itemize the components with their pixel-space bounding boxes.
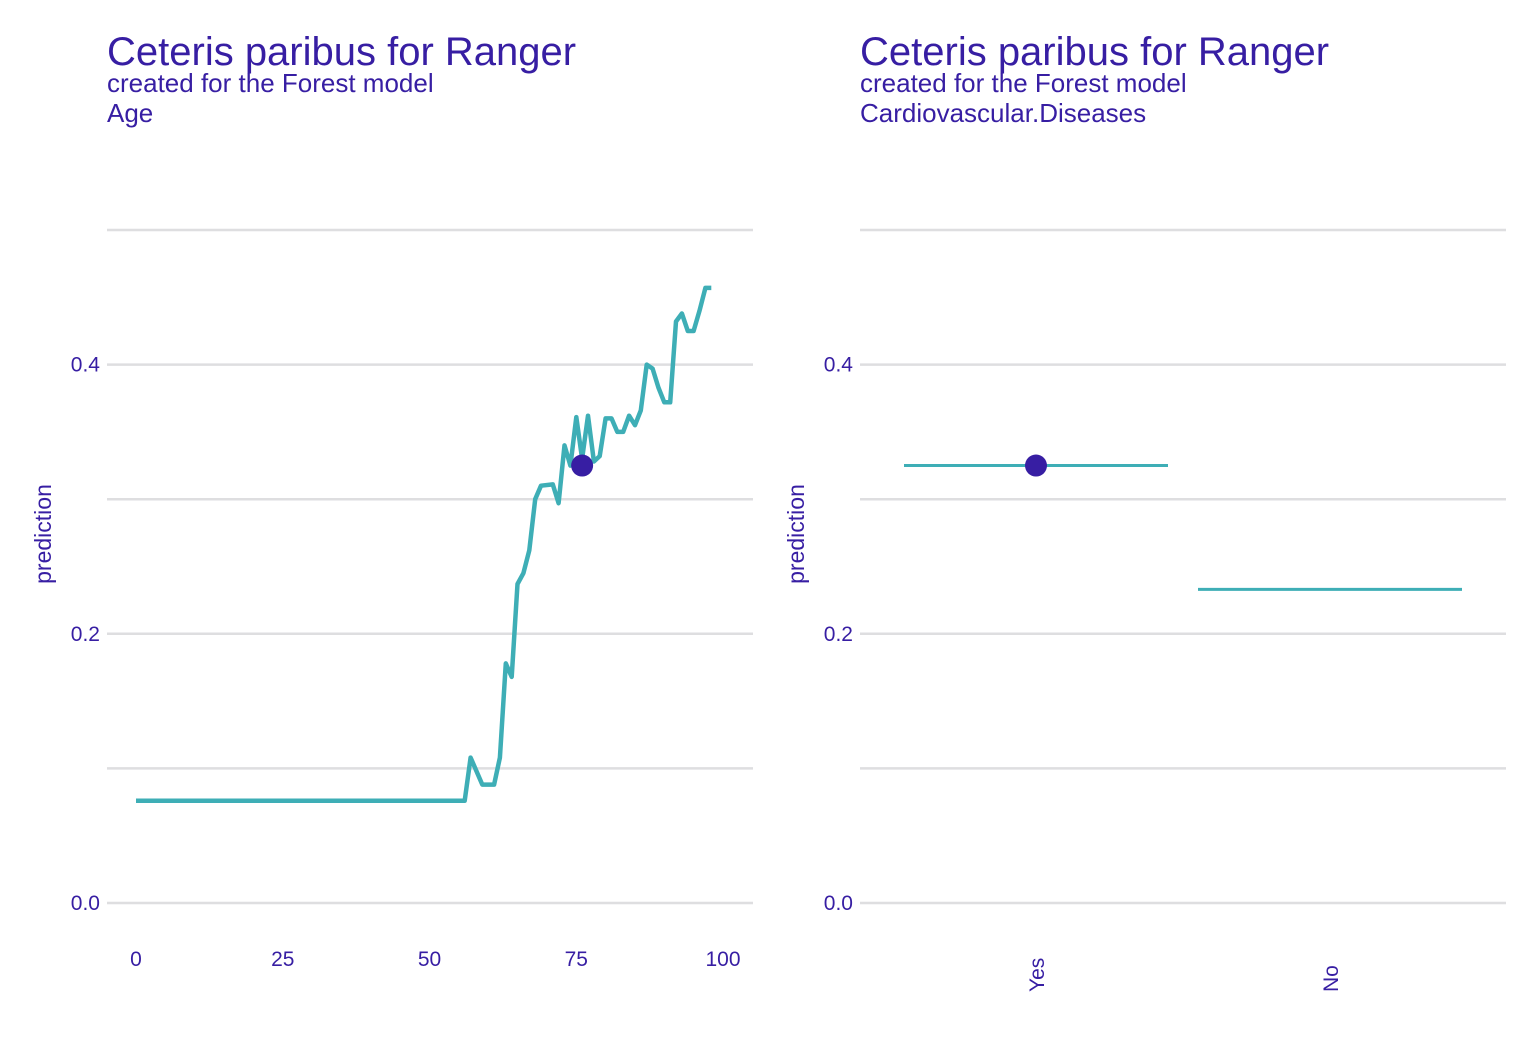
panel-cardio-title: Ceteris paribus for Ranger bbox=[860, 30, 1329, 74]
y-tick-label: 0.2 bbox=[71, 623, 100, 646]
panel-age-title: Ceteris paribus for Ranger bbox=[107, 30, 576, 74]
x-tick-label: 0 bbox=[130, 948, 142, 971]
x-tick-label: 100 bbox=[705, 948, 740, 971]
panel-cardio-x-tick-labels: Yes No bbox=[1026, 958, 1343, 992]
panel-age-variable-label: Age bbox=[107, 98, 153, 128]
panel-age-y-axis-title: prediction bbox=[30, 484, 56, 584]
panel-age-subtitle: created for the Forest model bbox=[107, 68, 434, 98]
panel-age-marks bbox=[136, 285, 712, 803]
panel-age-gridlines bbox=[107, 228, 753, 905]
x-tick-label: No bbox=[1320, 965, 1343, 992]
panel-age: Ceteris paribus for Ranger created for t… bbox=[30, 30, 753, 971]
panel-cardio-y-tick-labels: 0.0 0.2 0.4 bbox=[824, 354, 854, 915]
x-tick-label: 50 bbox=[418, 948, 441, 971]
y-tick-label: 0.2 bbox=[824, 623, 853, 646]
profile-line bbox=[136, 285, 712, 803]
y-tick-label: 0.4 bbox=[71, 354, 101, 377]
panel-age-x-tick-labels: 0 25 50 75 100 bbox=[130, 948, 740, 971]
panel-cardio-gridlines bbox=[860, 228, 1506, 905]
panel-cardio-variable-label: Cardiovascular.Diseases bbox=[860, 98, 1146, 128]
panel-cardio-subtitle: created for the Forest model bbox=[860, 68, 1187, 98]
panel-age-y-tick-labels: 0.0 0.2 0.4 bbox=[71, 354, 101, 915]
y-tick-label: 0.4 bbox=[824, 354, 854, 377]
x-tick-label: Yes bbox=[1026, 958, 1049, 992]
panel-cardio-y-axis-title: prediction bbox=[783, 484, 809, 584]
panel-cardio-marks bbox=[904, 454, 1462, 591]
y-tick-label: 0.0 bbox=[71, 892, 100, 915]
observation-point bbox=[571, 454, 594, 477]
x-tick-label: 25 bbox=[271, 948, 294, 971]
panel-cardio: Ceteris paribus for Ranger created for t… bbox=[783, 30, 1506, 992]
observation-point bbox=[1025, 454, 1047, 477]
y-tick-label: 0.0 bbox=[824, 892, 853, 915]
x-tick-label: 75 bbox=[565, 948, 588, 971]
